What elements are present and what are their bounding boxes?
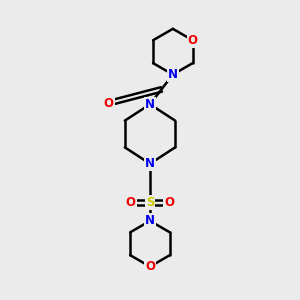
Text: S: S	[146, 196, 154, 209]
Text: O: O	[145, 260, 155, 273]
Text: N: N	[145, 214, 155, 227]
Text: N: N	[168, 68, 178, 81]
Text: O: O	[104, 97, 114, 110]
Text: O: O	[188, 34, 198, 47]
Text: N: N	[145, 98, 155, 111]
Text: N: N	[145, 157, 155, 170]
Text: O: O	[126, 196, 136, 209]
Text: O: O	[164, 196, 174, 209]
